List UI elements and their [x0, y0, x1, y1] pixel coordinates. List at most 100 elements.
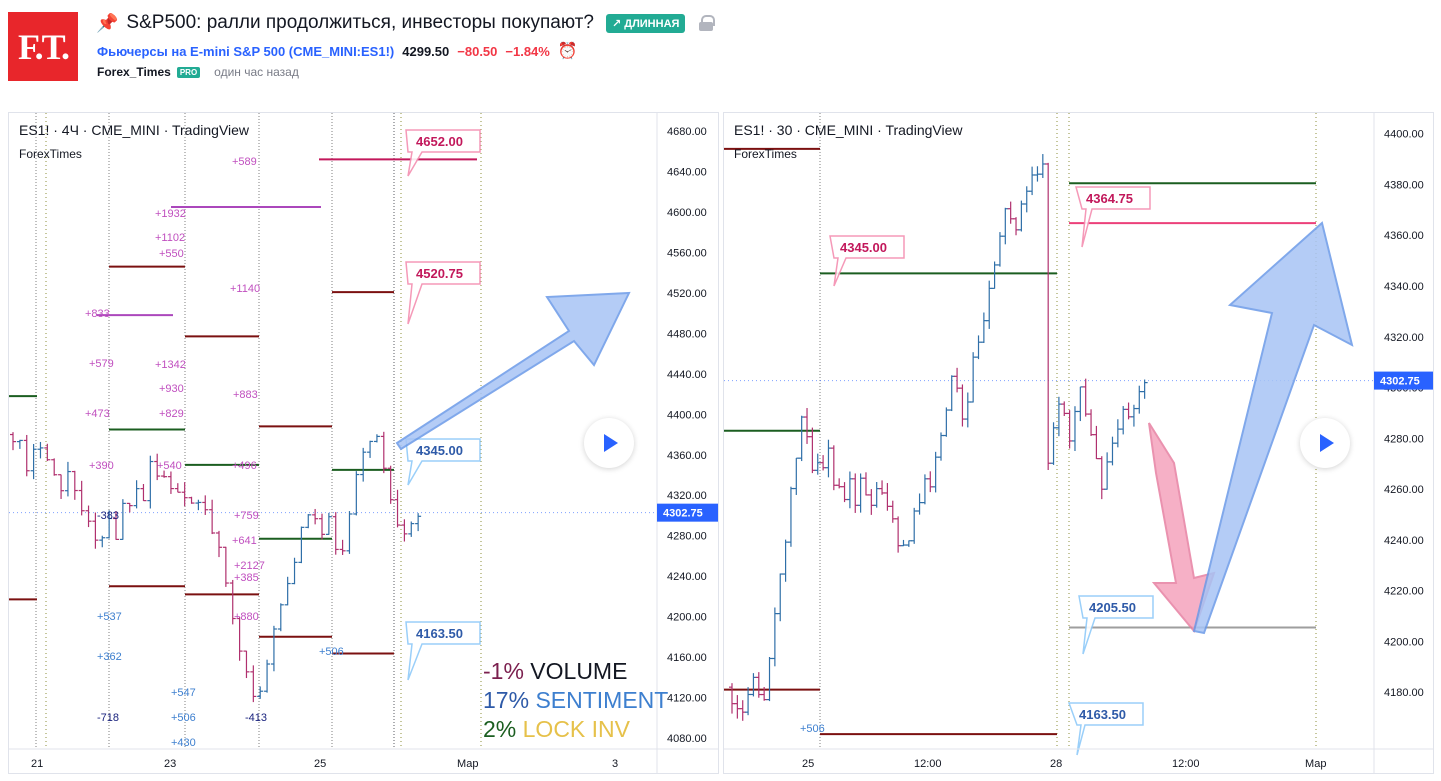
- price-axis-tick: 4520.00: [667, 288, 707, 300]
- level-annotation: +385: [234, 572, 259, 584]
- pin-icon: 📌: [96, 12, 119, 33]
- pro-badge: PRO: [176, 66, 201, 78]
- price-axis-tick: 4360.00: [1384, 230, 1424, 242]
- level-annotation: +883: [233, 389, 258, 401]
- callout-label: 4652.00: [416, 134, 463, 149]
- idea-header: F.T. 📌 S&P500: ралли продолжиться, инвес…: [0, 0, 1441, 100]
- legend-row: 17% SENTIMENT: [483, 686, 668, 715]
- legend-pct: -1%: [483, 658, 524, 684]
- callout-box: [405, 438, 481, 486]
- time-axis-tick: 12:00: [914, 758, 942, 770]
- price-axis-tick: 4400.00: [1384, 129, 1424, 141]
- author-logo[interactable]: F.T.: [8, 12, 78, 81]
- price-axis-tick: 4320.00: [667, 490, 707, 502]
- level-annotation: +589: [232, 156, 257, 168]
- price-axis-tick: 4680.00: [667, 126, 707, 138]
- level-annotation: +473: [85, 408, 110, 420]
- play-button[interactable]: [1300, 418, 1350, 468]
- price-callout: 4345.00: [829, 235, 905, 287]
- price-axis-tick: 4120.00: [667, 692, 707, 704]
- price-axis-tick: 4260.00: [1384, 484, 1424, 496]
- lock-icon: [699, 15, 716, 31]
- legend-row: 2% LOCK INV: [483, 715, 668, 744]
- bullish-arrow-drawing: [1192, 221, 1354, 635]
- price-axis-tick: 4600.00: [667, 207, 707, 219]
- chart-panel-4h[interactable]: +589 +1932 +1102 +550 +1140 +833 +579 +1342 +930…: [8, 112, 719, 774]
- symbol-ticker: CME_MINI:ES1!: [293, 43, 390, 59]
- symbol-link[interactable]: Фьючерсы на E-mini S&P 500 (CME_MINI:ES1…: [97, 44, 394, 59]
- price-axis-tick: 4560.00: [667, 247, 707, 259]
- level-annotation: +496: [232, 460, 257, 472]
- price-axis-tick: 4240.00: [667, 571, 707, 583]
- price-axis-tick: 4200.00: [667, 612, 707, 624]
- author-row: Forex_Times PRO один час назад: [97, 65, 299, 79]
- callout-label: 4520.75: [416, 266, 463, 281]
- last-price-value: 4302.75: [1380, 376, 1420, 388]
- chart-watermark: ForexTimes: [19, 147, 82, 161]
- level-annotation: +2127: [234, 560, 265, 572]
- price-axis-tick: 4160.00: [667, 652, 707, 664]
- price-callout: 4364.75: [1075, 186, 1151, 248]
- price-axis-tick: 4080.00: [667, 733, 707, 745]
- price-axis-tick: 4640.00: [667, 167, 707, 179]
- symbol-prefix: Фьючерсы на E-mini S&P 500 (: [97, 43, 294, 59]
- level-annotation: +540: [157, 460, 182, 472]
- author-name[interactable]: Forex_Times: [97, 65, 171, 79]
- level-annotation: +1102: [155, 232, 185, 244]
- price-axis-tick: 4440.00: [667, 369, 707, 381]
- callout-label: 4345.00: [840, 240, 887, 255]
- callout-box: [405, 261, 481, 325]
- price-axis-tick: 4180.00: [1384, 687, 1424, 699]
- level-annotation: +579: [89, 358, 114, 370]
- symbol-row: Фьючерсы на E-mini S&P 500 (CME_MINI:ES1…: [97, 41, 578, 61]
- price-axis-tick: 4280.00: [1384, 433, 1424, 445]
- price-axis-tick: 4240.00: [1384, 535, 1424, 547]
- time-axis-tick: 25: [802, 758, 814, 770]
- level-annotation: -718: [97, 712, 119, 724]
- level-annotation: +506: [800, 723, 825, 735]
- legend-pct: 17%: [483, 687, 530, 713]
- play-button[interactable]: [584, 418, 634, 468]
- level-annotation: +390: [89, 460, 114, 472]
- price-callout: 4345.00: [405, 438, 481, 486]
- chart-title: ES1! · 4Ч · CME_MINI · TradingView: [19, 122, 250, 138]
- callout-box: [829, 235, 905, 287]
- level-annotation: +880: [234, 611, 259, 623]
- legend-pct: 2%: [483, 716, 517, 742]
- level-annotation: +1932: [155, 208, 186, 220]
- last-price-tag: [1374, 371, 1433, 390]
- time-axis-tick: 28: [1050, 758, 1062, 770]
- level-annotation: +362: [97, 651, 122, 663]
- level-annotation: +1342: [155, 359, 186, 371]
- level-annotation: +759: [234, 510, 259, 522]
- level-annotation: +829: [159, 408, 184, 420]
- price-callout: 4163.50: [405, 621, 481, 681]
- time-axis-tick: 12:00: [1172, 758, 1200, 770]
- callout-label: 4205.50: [1089, 600, 1136, 615]
- callout-box: [405, 621, 481, 681]
- callout-label: 4364.75: [1086, 191, 1133, 206]
- level-annotation: +547: [171, 687, 196, 699]
- legend-label: SENTIMENT: [535, 687, 669, 713]
- legend-block: -1% VOLUME 17% SENTIMENT 2% LOCK INV: [483, 657, 668, 744]
- level-annotation: +506: [171, 712, 196, 724]
- legend-label: VOLUME: [530, 658, 628, 684]
- price-axis-tick: 4200.00: [1384, 636, 1424, 648]
- time-axis-tick: 21: [31, 758, 43, 770]
- price-axis-tick: 4400.00: [667, 409, 707, 421]
- price-axis-tick: 4380.00: [1384, 179, 1424, 191]
- alarm-clock-icon[interactable]: ⏰: [557, 43, 578, 60]
- time-axis-tick: 25: [314, 758, 326, 770]
- last-price-value: 4302.75: [663, 508, 703, 520]
- idea-title: S&P500: ралли продолжиться, инвесторы по…: [126, 12, 594, 33]
- chart-canvas-4h[interactable]: +589 +1932 +1102 +550 +1140 +833 +579 +1342 +930…: [9, 113, 719, 774]
- time-axis-tick: Мар: [1305, 758, 1327, 770]
- chart-panel-30m[interactable]: +506 4364.75 4345.00 4205.50 4163.50 4400.00 4…: [723, 112, 1434, 774]
- symbol-suffix: ): [389, 43, 395, 59]
- title-row: 📌 S&P500: ралли продолжиться, инвесторы …: [96, 12, 716, 34]
- bullish-arrow-drawing: [395, 291, 631, 451]
- symbol-change-pct: −1.84%: [505, 43, 550, 59]
- chart-canvas-30m[interactable]: +506 4364.75 4345.00 4205.50 4163.50 4400.00 4…: [724, 113, 1434, 774]
- price-axis-tick: 4320.00: [1384, 332, 1424, 344]
- legend-label: LOCK INV: [522, 716, 631, 742]
